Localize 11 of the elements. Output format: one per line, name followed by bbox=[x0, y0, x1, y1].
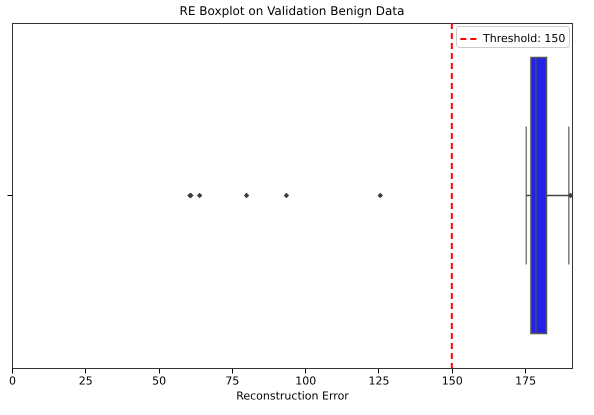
x-tick-label: 50 bbox=[152, 374, 166, 388]
chart-title: RE Boxplot on Validation Benign Data bbox=[180, 4, 404, 18]
x-tick-label: 0 bbox=[9, 374, 16, 388]
x-axis-title: Reconstruction Error bbox=[236, 390, 350, 402]
x-tick-label: 100 bbox=[295, 374, 316, 388]
x-tick-label: 75 bbox=[225, 374, 240, 388]
x-tick-label: 175 bbox=[515, 374, 536, 388]
x-tick-label: 150 bbox=[442, 374, 463, 388]
ref-line-label: Threshold: 150 bbox=[482, 32, 566, 45]
x-tick-label: 125 bbox=[368, 374, 390, 388]
x-tick-label: 25 bbox=[78, 374, 93, 388]
